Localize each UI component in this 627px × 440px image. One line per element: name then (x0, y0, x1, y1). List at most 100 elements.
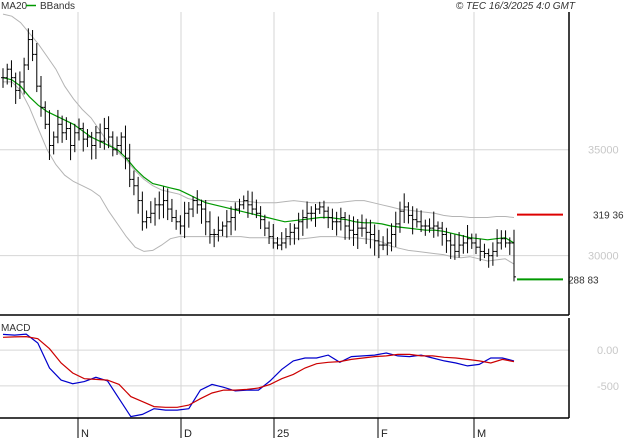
price-bar (444, 227, 449, 253)
price-bar (85, 129, 90, 148)
price-bar (381, 236, 386, 251)
price-bar (250, 191, 255, 215)
price-bar (296, 212, 301, 241)
price-bar (229, 206, 234, 236)
main-panel (0, 12, 569, 315)
x-tick-label: M (477, 428, 486, 440)
price-bar (102, 117, 107, 150)
price-bar (499, 230, 504, 250)
price-bar (461, 235, 466, 254)
bb-upper-line (2, 13, 515, 218)
price-bar (43, 101, 48, 130)
x-tick-label: D (184, 428, 192, 440)
date-axis: N D 25 F M (77, 418, 486, 440)
price-bar (262, 214, 267, 237)
price-bar (148, 201, 153, 224)
price-bar (452, 234, 457, 260)
price-bar (482, 243, 487, 259)
bollinger-bands (2, 13, 515, 265)
price-bar (376, 229, 381, 259)
macd-y-tick-label: -500 (597, 381, 619, 393)
price-bar (254, 199, 259, 219)
price-bar (283, 228, 288, 249)
price-bar (207, 211, 212, 244)
price-bar (347, 214, 352, 240)
y-tick-label: 35000 (588, 145, 619, 157)
price-bar (435, 221, 440, 237)
main-grid: 35000 30000 (0, 12, 619, 315)
price-bar (60, 115, 65, 143)
price-bar (495, 229, 500, 257)
price-bar (389, 223, 394, 252)
resistance-label: 319 36 (593, 211, 624, 222)
price-bar (127, 143, 132, 188)
price-bar (51, 131, 56, 155)
price-bar (115, 136, 120, 155)
price-bar (165, 188, 170, 221)
price-bar (414, 208, 419, 228)
price-bar (237, 198, 242, 214)
price-bar (300, 209, 305, 236)
price-bar (81, 122, 86, 152)
price-bar (131, 170, 136, 196)
price-bar (39, 75, 44, 117)
price-bar (1, 68, 5, 88)
price-bar (106, 116, 111, 149)
price-bar (364, 218, 369, 245)
price-bar (186, 201, 191, 228)
price-bar (212, 228, 217, 248)
price-bar (203, 199, 208, 236)
price-bar (292, 223, 297, 245)
support-label: 288 83 (568, 275, 599, 286)
price-bar (359, 214, 364, 237)
ma20-series (2, 77, 515, 244)
price-bar (144, 210, 149, 229)
price-bar (469, 233, 474, 249)
price-bar (448, 233, 453, 259)
copyright-label: © TEC 16/3/2025 4:0 GMT (456, 1, 576, 12)
price-bar (140, 191, 145, 231)
macd-y-tick-label: 0.00 (597, 345, 618, 357)
macd-series (2, 333, 515, 418)
price-bar (372, 224, 377, 256)
price-bar (195, 190, 200, 214)
legend-ma20: MA20 (1, 1, 28, 12)
price-bar (178, 215, 183, 235)
price-bar (258, 206, 263, 230)
price-bar (385, 228, 390, 256)
price-bar (68, 122, 73, 161)
price-bar (330, 208, 335, 231)
price-bar (397, 201, 402, 233)
price-bar (465, 225, 470, 254)
price-bar (288, 223, 293, 246)
price-bar (271, 223, 276, 249)
macd-lines (2, 333, 515, 418)
price-bar (72, 123, 77, 153)
price-bar (191, 196, 196, 218)
price-bar (490, 242, 495, 266)
price-bar (355, 219, 360, 249)
y-tick-label: 30000 (588, 251, 619, 263)
price-bar (351, 216, 356, 246)
price-levels: 319 36 288 83 (517, 211, 624, 286)
price-bar (267, 221, 272, 244)
price-bar (182, 201, 187, 239)
price-bar (313, 204, 318, 227)
signal-series (2, 335, 515, 408)
price-bar (486, 248, 491, 268)
price-bar (512, 229, 516, 282)
price-bar (423, 219, 428, 236)
macd-title: MACD (1, 323, 30, 334)
price-bar (305, 201, 310, 229)
price-bar (275, 236, 280, 250)
ma20-line (2, 77, 515, 244)
price-bar (309, 206, 314, 222)
price-bar (89, 131, 94, 160)
price-bar (507, 237, 512, 255)
price-bar (110, 131, 115, 157)
price-bar (119, 132, 124, 155)
price-bar (136, 176, 141, 214)
x-tick-label: F (381, 428, 388, 440)
price-bar (64, 117, 69, 140)
price-bar (457, 232, 462, 258)
